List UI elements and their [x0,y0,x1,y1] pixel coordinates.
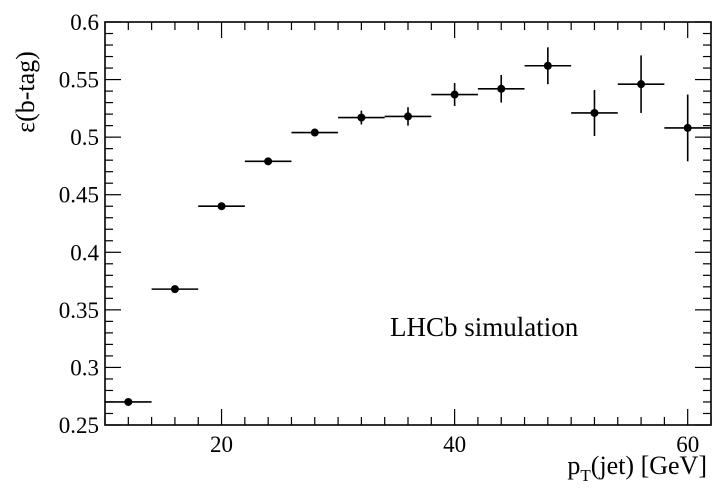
axes: 20 40 60 0.25 0.3 0.35 0.4 0.45 0.5 0.55 0.6 [59,10,712,457]
lhcb-simulation-label: LHCb simulation [390,312,579,342]
x-axis-title-rest: (jet) [GeV] [591,451,707,480]
x-axis-title-subscript: T [580,466,591,485]
x-axis-title-main: p [567,451,580,480]
x-axis-title: pT(jet) [GeV] [567,451,707,485]
data-point [617,55,665,113]
data-point [524,47,572,85]
x-tick-label: 20 [210,432,233,457]
y-tick-label: 0.35 [59,298,99,323]
x-ticks: 20 40 60 [104,22,712,457]
data-point [198,202,245,211]
data-marker [497,84,506,93]
data-point [431,83,478,107]
data-marker [310,128,319,137]
data-marker [404,112,412,121]
data-marks [105,47,711,406]
y-tick-label: 0.5 [70,125,99,150]
y-tick-label: 0.3 [70,355,99,380]
data-point [244,157,292,166]
y-axis-title: ε(b-tag) [11,51,40,133]
plot-frame [104,21,712,426]
data-marker [264,157,273,166]
data-marker [357,113,366,122]
y-ticks: 0.25 0.3 0.35 0.4 0.45 0.5 0.55 0.6 [59,10,711,438]
data-marker [543,61,552,70]
data-marker [590,108,599,117]
data-point [477,74,525,103]
x-tick-label: 40 [443,432,466,457]
data-point [291,128,339,137]
data-marker [683,123,692,132]
y-tick-label: 0.45 [59,183,99,208]
y-tick-label: 0.4 [70,240,99,265]
data-point [338,110,385,125]
data-point [384,107,432,126]
y-tick-label: 0.55 [59,68,99,93]
data-marker [170,285,179,294]
data-point [664,94,711,162]
data-point [571,89,618,136]
y-tick-label: 0.25 [59,413,99,438]
data-marker [637,80,646,89]
y-tick-label: 0.6 [70,10,99,35]
data-marker [450,90,459,99]
x-tick-label: 60 [676,432,699,457]
data-marker [124,397,133,406]
data-marker [217,202,226,211]
data-point [151,285,199,294]
